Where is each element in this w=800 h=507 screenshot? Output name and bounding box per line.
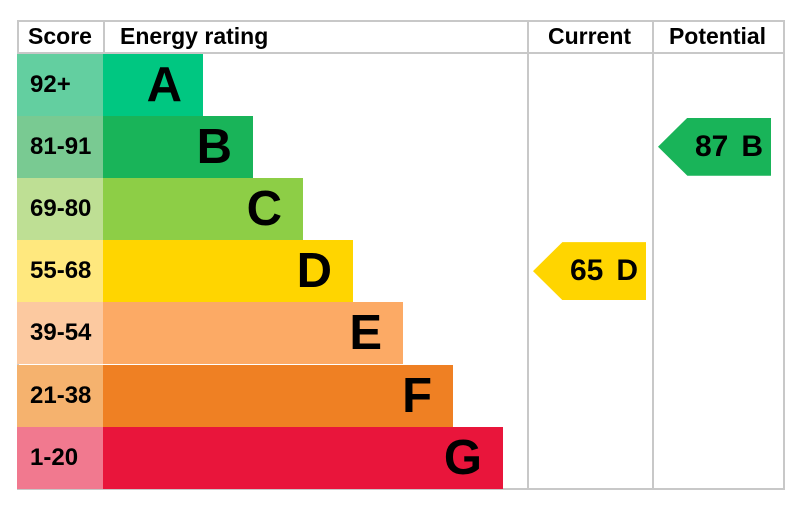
band-score-range: 39-54 [17, 302, 103, 365]
band-score-range: 21-38 [17, 364, 103, 427]
band-bar-e: E [103, 302, 403, 365]
band-bar-b: B [103, 115, 253, 178]
current-rating-arrow: 65 D [533, 242, 646, 301]
potential-rating-arrow: 87 B [658, 117, 771, 176]
current-band-letter: D [616, 254, 639, 288]
band-letter: D [296, 244, 332, 299]
band-letter: E [349, 306, 382, 361]
band-letter: C [246, 181, 282, 236]
potential-column-divider [652, 20, 654, 490]
potential-score: 87 [694, 129, 729, 163]
score-column-header: Score [28, 23, 92, 49]
band-letter: G [443, 430, 482, 485]
current-score: 65 [569, 254, 604, 288]
band-bar-f: F [103, 364, 453, 427]
band-bar-a: A [103, 53, 203, 116]
table-border-top [17, 20, 784, 22]
band-score-range: 55-68 [17, 240, 103, 303]
table-border-right [783, 20, 785, 490]
band-score-range: 81-91 [17, 115, 103, 178]
band-bar-d: D [103, 240, 353, 303]
band-score-range: 69-80 [17, 177, 103, 241]
band-letter: A [146, 57, 182, 112]
band-score-range: 92+ [17, 53, 103, 116]
score-column-divider [103, 20, 105, 52]
band-letter: F [402, 368, 432, 423]
potential-column-header: Potential [668, 23, 767, 49]
band-bar-g: G [103, 426, 503, 489]
potential-band-letter: B [741, 129, 764, 163]
current-column-header: Current [547, 23, 632, 49]
band-bar-c: C [103, 177, 303, 241]
band-letter: B [196, 119, 232, 174]
current-column-divider [527, 20, 529, 490]
energy-rating-column-header: Energy rating [120, 23, 269, 49]
header-underline [17, 52, 784, 54]
band-score-range: 1-20 [17, 426, 103, 489]
